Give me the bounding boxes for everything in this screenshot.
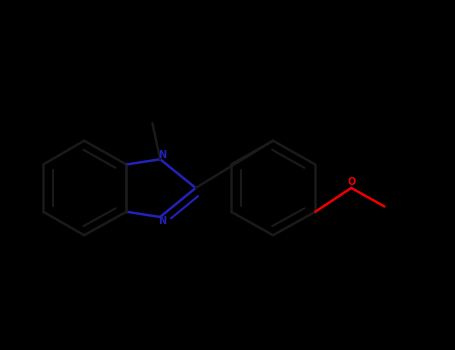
Text: N: N (158, 216, 167, 226)
Text: O: O (347, 177, 355, 187)
Text: N: N (158, 150, 167, 160)
